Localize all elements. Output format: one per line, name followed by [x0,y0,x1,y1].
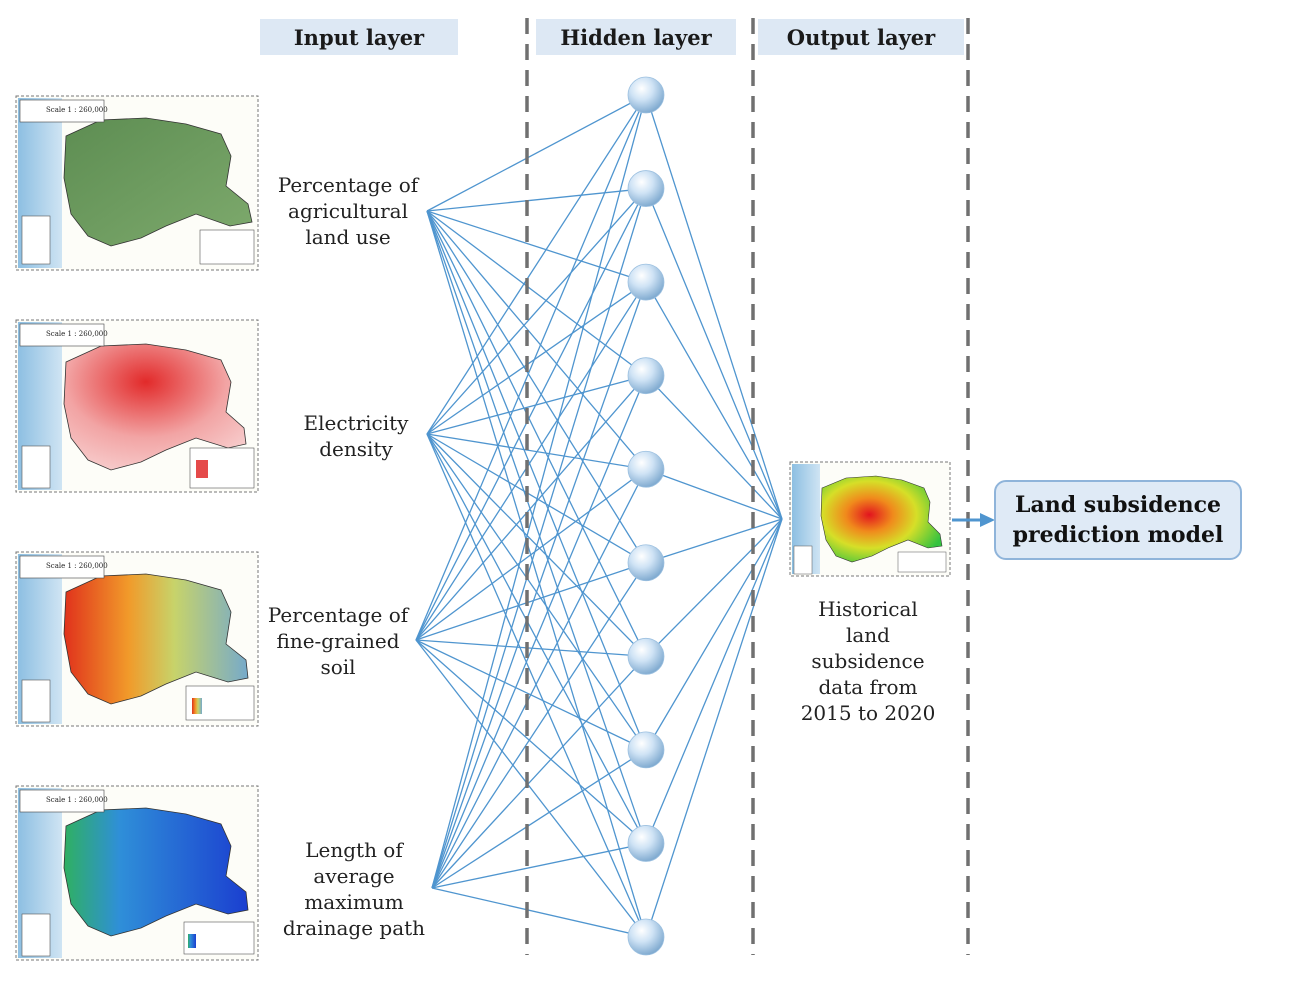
input-hidden-edge [415,188,647,641]
hidden-node-9 [627,825,665,862]
input-hidden-edge [426,433,647,938]
scale-box [19,555,105,579]
map-scale-text: Scale 1 : 260,000 [46,562,108,570]
hidden-nodes [627,76,665,956]
legend-box [199,229,255,265]
input-hidden-edge [426,210,647,657]
hidden-output-edge [645,281,783,520]
output-arrow [952,513,995,527]
input-hidden-edge [431,468,647,889]
input-hidden-edge [415,94,647,641]
input-layer-header: Input layer [260,19,458,55]
hidden-output-edge [645,518,783,844]
input-hidden-edge [431,375,647,889]
hidden-node-1 [627,76,665,114]
input-hidden-edge [426,210,647,844]
hidden-node-10 [627,918,665,956]
legend-box [897,551,947,573]
layer-dividers [525,18,970,955]
model-title-line2: prediction model [1012,522,1224,548]
map-scale-text: Scale 1 : 260,000 [46,106,108,114]
region-shape [63,343,247,471]
connection-edges [415,94,783,938]
input-label-soil: Percentage of fine-grained soil [267,603,409,679]
input-hidden-edge [415,639,647,844]
hidden-output-edge [645,188,783,520]
input-hidden-edge [415,639,647,938]
input-hidden-edge [431,562,647,889]
input-hidden-edge [426,210,647,283]
input-hidden-edge [431,281,647,889]
input-hidden-edge [431,842,647,889]
scale-box [19,99,105,123]
input-hidden-edge [431,188,647,889]
input-hidden-edge [426,210,647,564]
output-layer-header: Output layer [758,19,964,55]
input-hidden-edge [426,210,647,470]
map-scale-text: Scale 1 : 260,000 [46,796,108,804]
hidden-node-7 [627,637,665,675]
input-hidden-edge [415,562,647,641]
input-label-drainage: Length of average maximum drainage path [282,838,426,940]
input-hidden-edge [415,468,647,641]
region-shape [63,117,253,247]
scale-box [19,323,105,347]
input-hidden-edge [426,188,647,435]
input-hidden-edge [431,94,647,889]
hidden-node-6 [627,544,665,582]
map-drainage: Scale 1 : 260,000 [15,785,259,961]
input-hidden-edge [415,639,647,657]
map-electricity: Scale 1 : 260,000 [15,319,259,493]
map-soil: Scale 1 : 260,000 [15,551,259,727]
map-scale-text: Scale 1 : 260,000 [46,330,108,338]
output-label: Historical land subsidence data from 201… [800,597,936,725]
hidden-output-edge [645,518,783,657]
region-shape [63,573,249,705]
input-hidden-edge [426,94,647,435]
hidden-node-8 [627,731,665,769]
region-shape [820,475,943,563]
prediction-model-box: Land subsidence prediction model [994,480,1242,560]
input-label-electricity: Electricity density [303,411,409,461]
region-shape [63,807,249,937]
hidden-output-edge [645,375,783,520]
input-hidden-edge [426,210,647,938]
input-hidden-edge [426,210,647,751]
input-hidden-edge [431,887,647,938]
input-hidden-edge [426,94,647,212]
input-hidden-edge [415,281,647,641]
input-hidden-edge [431,655,647,889]
arrow-head-icon [980,513,995,527]
input-label-agricultural: Percentage of agricultural land use [277,173,419,249]
hidden-layer-header: Hidden layer [536,19,736,55]
hidden-output-edge [645,518,783,938]
hidden-output-edge [645,518,783,564]
hidden-output-edge [645,468,783,520]
scale-box [19,789,105,813]
hidden-node-5 [627,450,665,488]
hidden-node-2 [627,170,665,207]
map-land-use: Scale 1 : 260,000 [15,95,259,271]
model-title-line1: Land subsidence [1014,492,1222,518]
hidden-output-edge [645,518,783,751]
hidden-output-edge [645,94,783,520]
input-hidden-edge [426,210,647,377]
hidden-node-4 [627,357,665,395]
hidden-node-3 [627,263,665,301]
input-hidden-edge [426,187,647,212]
input-hidden-edge [431,749,647,889]
map-subsidence [789,461,951,577]
input-hidden-edge [415,375,647,641]
